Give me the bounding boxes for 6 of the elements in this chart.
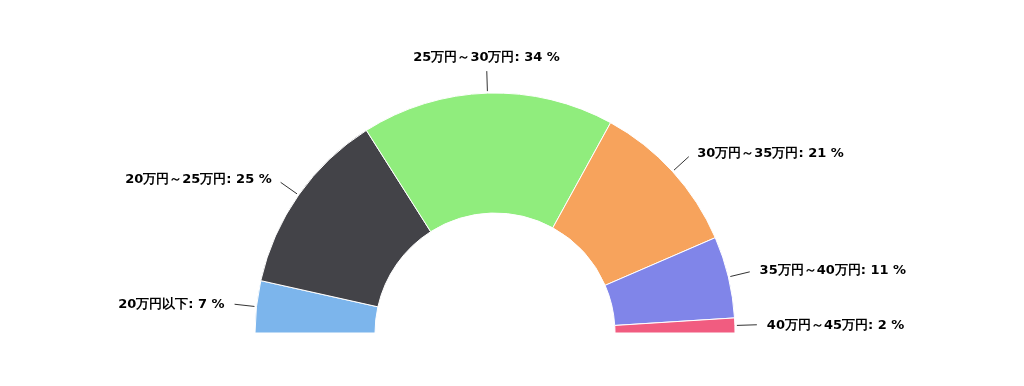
slice-label: 20万円～25万円: 25 % — [125, 170, 272, 186]
slice-label: 30万円～35万円: 21 % — [697, 144, 844, 160]
slice-label: 35万円～40万円: 11 % — [759, 262, 907, 278]
slice-label: 40万円～45万円: 2 % — [766, 316, 905, 332]
slice-label: 20万円以下: 7 % — [118, 295, 225, 311]
slice-label: 25万円～30万円: 34 % — [413, 49, 560, 65]
